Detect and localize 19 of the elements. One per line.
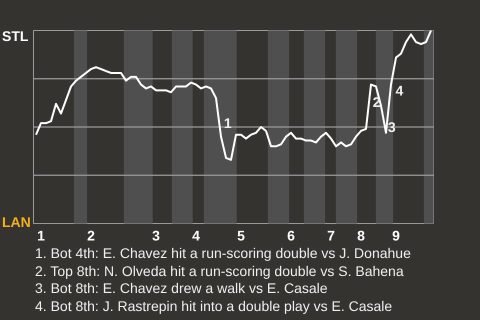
text: 1. Bot 4th: E. Chavez hit a run-scoring double vs J. Donahue	[35, 245, 411, 262]
x-tick-label: 3	[152, 228, 160, 244]
text: STL	[2, 28, 28, 44]
text: 4. Bot 8th: J. Rastrepin hit into a double play vs E. Casale	[35, 298, 394, 315]
x-tick-label: 5	[237, 228, 246, 244]
annotation: 1	[224, 115, 232, 132]
text: 3. Bot 8th: E. Chavez drew a walk vs E. Casale	[35, 280, 329, 298]
x-tick-label: 6	[287, 228, 296, 244]
x-tick-label: 8	[357, 228, 366, 244]
x-tick-label: 2	[87, 228, 96, 244]
annotation: 4	[396, 82, 404, 98]
annotation: 2	[372, 94, 381, 110]
text: LAN	[2, 214, 31, 230]
annotation: 3	[388, 119, 396, 135]
text: 2. Top 8th: N. Olveda hit a run-scoring double vs S. Bahena	[35, 262, 405, 280]
x-tick-label: 1	[37, 228, 46, 244]
x-tick-label: 4	[192, 228, 200, 244]
x-tick-label: 9	[392, 228, 400, 244]
x-tick-label: 7	[327, 228, 336, 244]
